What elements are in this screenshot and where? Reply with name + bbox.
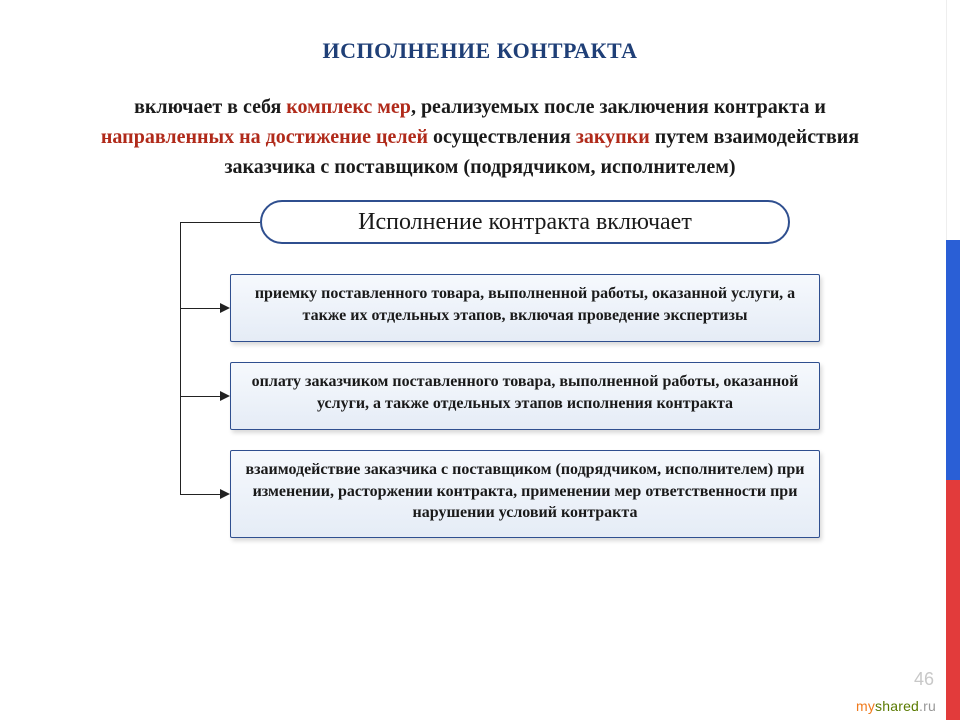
intro-paragraph: включает в себя комплекс мер, реализуемы… [90,92,870,182]
connector-arrowhead-icon [220,489,230,499]
connector-arrowhead-icon [220,391,230,401]
flag-stripe-white [946,0,960,240]
connector-branch [180,396,220,397]
connector-branch [180,308,220,309]
watermark-ru: .ru [919,698,936,714]
connector-branch [180,494,220,495]
diagram-container: Исполнение контракта включает приемку пос… [50,200,910,558]
watermark-my: my [856,698,875,714]
watermark: myshared.ru [856,698,936,714]
intro-seg-3: осуществления [428,126,576,148]
flag-stripe-red [946,480,960,720]
child-node: взаимодействие заказчика с поставщиком (… [230,450,820,538]
child-node: оплату заказчиком поставленного товара, … [230,362,820,430]
page-number: 46 [914,669,934,690]
intro-highlight-2: направленных на достижение целей [101,126,428,148]
connector-trunk [180,222,181,494]
page-title: ИСПОЛНЕНИЕ КОНТРАКТА [0,0,960,64]
watermark-shared: shared [875,698,919,714]
parent-node: Исполнение контракта включает [260,200,790,244]
intro-highlight-1: комплекс мер [286,96,411,118]
connector-arrowhead-icon [220,303,230,313]
intro-highlight-3: закупки [576,126,650,148]
flag-stripe-blue [946,240,960,480]
child-node: приемку поставленного товара, выполненно… [230,274,820,342]
connector-parent-stub [180,222,260,223]
intro-seg-1: включает в себя [134,96,286,118]
intro-seg-2: , реализуемых после заключения контракта… [411,96,826,118]
